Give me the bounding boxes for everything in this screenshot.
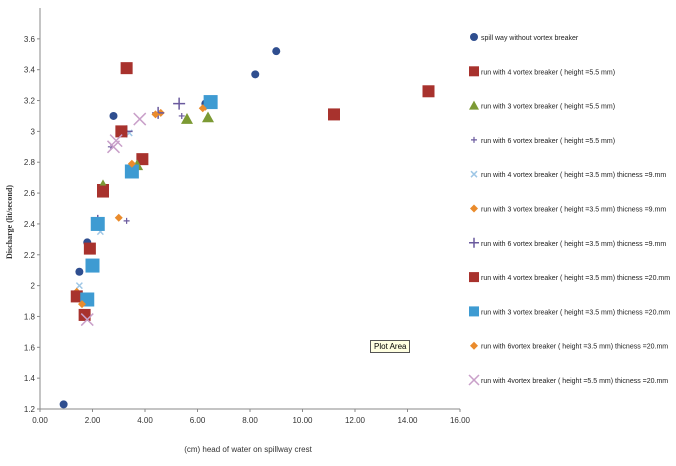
data-point-series-9 bbox=[85, 258, 100, 273]
legend-label: run with 6 vortex breaker ( height =5.5 … bbox=[481, 138, 615, 145]
legend: spill way without vortex breaker run with… bbox=[468, 33, 670, 386]
data-point-series-1 bbox=[272, 47, 281, 56]
data-point-series-1 bbox=[251, 70, 260, 79]
y-tick-label: 2.8 bbox=[24, 158, 36, 167]
legend-label: run with 6 vortex breaker ( height =3.5 … bbox=[481, 241, 666, 248]
data-point-series-2 bbox=[120, 62, 133, 75]
y-tick-label: 1.4 bbox=[24, 374, 36, 383]
data-point-series-9 bbox=[90, 216, 105, 231]
data-point-series-3 bbox=[202, 111, 214, 123]
data-point-series-10 bbox=[151, 110, 160, 119]
data-point-series-11 bbox=[80, 313, 94, 327]
legend-item-1: spill way without vortex breaker bbox=[470, 33, 579, 42]
x-tick-label: 8.00 bbox=[242, 416, 258, 425]
y-tick-label: 3 bbox=[31, 127, 36, 136]
data-point-series-2 bbox=[422, 85, 435, 98]
data-point-series-1 bbox=[59, 400, 68, 409]
y-tick-label: 1.8 bbox=[24, 312, 36, 321]
y-tick-label: 1.2 bbox=[24, 405, 36, 414]
legend-item-3: run with 3 vortex breaker ( height =5.5 … bbox=[469, 100, 615, 111]
data-point-series-2 bbox=[328, 108, 340, 121]
y-tick-label: 3.2 bbox=[24, 97, 36, 106]
legend-label: run with 6vortex breaker ( height =3.5 m… bbox=[481, 344, 668, 351]
legend-marker bbox=[470, 170, 478, 178]
data-point-series-10 bbox=[198, 104, 207, 113]
legend-marker bbox=[469, 237, 479, 248]
y-tick-label: 2.2 bbox=[24, 251, 36, 260]
legend-item-5: run with 4 vortex breaker ( height =3.5 … bbox=[470, 170, 666, 179]
legend-marker bbox=[470, 204, 478, 213]
legend-marker bbox=[469, 66, 479, 77]
legend-item-7: run with 6 vortex breaker ( height =3.5 … bbox=[469, 237, 666, 248]
data-point-series-11 bbox=[109, 134, 123, 148]
legend-item-8: run with 4 vortex breaker ( height =3.5 … bbox=[469, 272, 670, 283]
x-axis-label: (cm) head of water on spillway crest bbox=[184, 445, 312, 454]
data-point-series-9 bbox=[124, 164, 139, 179]
y-tick-label: 1.6 bbox=[24, 343, 36, 352]
legend-item-11: run with 4vortex breaker ( height =5.5 m… bbox=[468, 374, 668, 386]
y-tick-label: 3.4 bbox=[24, 66, 36, 75]
x-tick-label: 16.00 bbox=[450, 416, 471, 425]
data-point-series-2 bbox=[136, 153, 149, 166]
data-point-series-10 bbox=[78, 300, 86, 309]
x-tick-label: 4.00 bbox=[137, 416, 153, 425]
legend-label: run with 4 vortex breaker ( height =3.5 … bbox=[481, 275, 670, 282]
data-point-series-11 bbox=[133, 112, 147, 126]
legend-label: run with 3 vortex breaker ( height =5.5 … bbox=[481, 104, 615, 111]
data-point-series-8 bbox=[97, 185, 109, 198]
data-point-series-4 bbox=[123, 217, 130, 224]
y-tick-label: 2 bbox=[31, 282, 36, 291]
data-point-series-1 bbox=[75, 267, 84, 276]
legend-label: run with 4vortex breaker ( height =5.5 m… bbox=[481, 378, 668, 385]
x-tick-label: 14.00 bbox=[397, 416, 418, 425]
y-axis-label: Discharge (lit/second) bbox=[5, 185, 14, 259]
legend-item-10: run with 6vortex breaker ( height =3.5 m… bbox=[470, 341, 668, 351]
y-tick-label: 3.6 bbox=[24, 35, 36, 44]
legend-marker bbox=[469, 272, 479, 283]
y-tick-label: 2.6 bbox=[24, 189, 36, 198]
x-tick-label: 10.00 bbox=[292, 416, 313, 425]
data-point-series-8 bbox=[115, 125, 128, 138]
legend-label: run with 4 vortex breaker ( height =3.5 … bbox=[481, 172, 666, 179]
legend-item-4: run with 6 vortex breaker ( height =5.5 … bbox=[471, 136, 615, 145]
data-point-series-3 bbox=[181, 113, 193, 124]
data-point-series-5 bbox=[75, 282, 83, 290]
data-point-series-2 bbox=[83, 242, 96, 255]
data-point-series-8 bbox=[78, 308, 91, 321]
legend-marker bbox=[470, 33, 478, 41]
legend-label: run with 3 vortex breaker ( height =3.5 … bbox=[481, 207, 666, 214]
legend-marker bbox=[469, 306, 479, 317]
data-points bbox=[59, 47, 435, 409]
x-tick-label: 0.00 bbox=[32, 416, 48, 425]
data-point-series-8 bbox=[70, 290, 83, 303]
legend-item-2: run with 4 vortex breaker ( height =5.5 … bbox=[469, 66, 615, 77]
legend-marker bbox=[470, 341, 478, 350]
x-tick-label: 12.00 bbox=[345, 416, 366, 425]
x-tick-label: 6.00 bbox=[190, 416, 206, 425]
legend-label: spill way without vortex breaker bbox=[481, 35, 579, 42]
legend-marker bbox=[469, 100, 479, 110]
data-point-series-9 bbox=[203, 95, 218, 110]
legend-label: run with 4 vortex breaker ( height =5.5 … bbox=[481, 69, 615, 76]
tick-labels: 0.00 2.00 4.00 6.00 8.00 10.00 12.00 14.00 16.00… bbox=[24, 35, 471, 425]
plot-area-tooltip: Plot Area bbox=[370, 340, 411, 353]
legend-marker bbox=[468, 374, 480, 386]
legend-marker bbox=[471, 136, 477, 143]
legend-item-6: run with 3 vortex breaker ( height =3.5 … bbox=[470, 204, 666, 214]
data-point-series-10 bbox=[127, 159, 136, 168]
data-point-series-6 bbox=[114, 213, 123, 222]
data-point-series-7 bbox=[173, 97, 186, 110]
data-point-series-4 bbox=[178, 112, 185, 119]
legend-item-9: run with 3 vortex breaker ( height =3.5 … bbox=[469, 306, 670, 317]
y-tick-label: 2.4 bbox=[24, 220, 36, 229]
legend-label: run with 3 vortex breaker ( height =3.5 … bbox=[481, 309, 670, 316]
data-point-series-1 bbox=[109, 111, 118, 120]
x-tick-label: 2.00 bbox=[85, 416, 101, 425]
